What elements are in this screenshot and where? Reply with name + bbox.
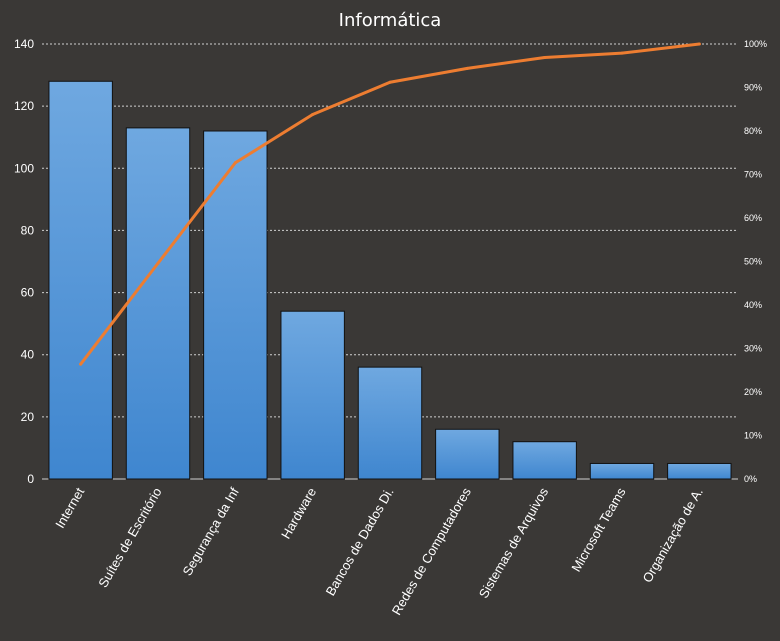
y2-tick-label: 50%: [744, 257, 762, 267]
x-tick-label: Bancos de Dados Di.: [323, 485, 397, 598]
bar-series: [48, 80, 732, 480]
y2-tick-label: 30%: [744, 344, 762, 354]
y2-tick-label: 100%: [744, 39, 767, 49]
x-tick-label: Redes de Computadores: [389, 485, 475, 618]
line-point: [156, 261, 160, 265]
y2-tick-label: 40%: [744, 300, 762, 310]
bar: [280, 310, 345, 480]
x-tick-label: Segurança da Inf: [179, 485, 242, 579]
bar: [512, 441, 577, 480]
line-point: [79, 362, 83, 366]
y2-tick-label: 60%: [744, 213, 762, 223]
line-point: [620, 51, 624, 55]
bar: [203, 130, 268, 480]
chart-title: Informática: [339, 10, 442, 31]
line-point: [388, 80, 392, 84]
x-tick-label: Suítes de Escritório: [95, 485, 164, 590]
bar: [357, 366, 423, 480]
x-tick-label: Organização de A.: [639, 485, 705, 585]
y-tick-label: 40: [21, 348, 35, 362]
y-tick-label: 0: [27, 472, 34, 486]
y-tick-label: 120: [14, 99, 34, 113]
bar: [125, 127, 191, 480]
y2-tick-label: 0%: [744, 474, 757, 484]
y-tick-label: 100: [14, 161, 34, 175]
line-point: [311, 112, 315, 116]
cumulative-line-series: [79, 42, 701, 366]
line-point: [465, 66, 469, 70]
x-tick-label: Microsoft Teams: [568, 485, 628, 575]
bar: [435, 428, 500, 480]
line-point: [543, 55, 547, 59]
x-tick-label: Sistemas de Arquivos: [476, 485, 552, 601]
y-tick-label: 80: [21, 223, 35, 237]
x-tick-label: Hardware: [278, 485, 319, 541]
y2-tick-label: 90%: [744, 83, 762, 93]
y-tick-label: 20: [21, 410, 35, 424]
y2-tick-label: 80%: [744, 126, 762, 136]
y2-tick-label: 20%: [744, 387, 762, 397]
y2-tick-label: 70%: [744, 170, 762, 180]
y-tick-label: 60: [21, 286, 35, 300]
bar: [48, 80, 113, 480]
x-axis: Internet Suítes de Escritório Segurança da…: [52, 485, 706, 618]
x-tick-label: Internet: [52, 485, 87, 531]
bar: [589, 462, 655, 480]
bar: [667, 462, 732, 480]
y-axis-left: 0 20 40 60 80 100 120 140: [14, 37, 34, 486]
y-axis-right: 0% 10% 20% 30% 40% 50% 60% 70% 80% 90% 100%: [744, 39, 767, 484]
y2-tick-label: 10%: [744, 431, 762, 441]
line-point: [233, 161, 237, 165]
line-point: [697, 42, 701, 46]
y-tick-label: 140: [14, 37, 34, 51]
